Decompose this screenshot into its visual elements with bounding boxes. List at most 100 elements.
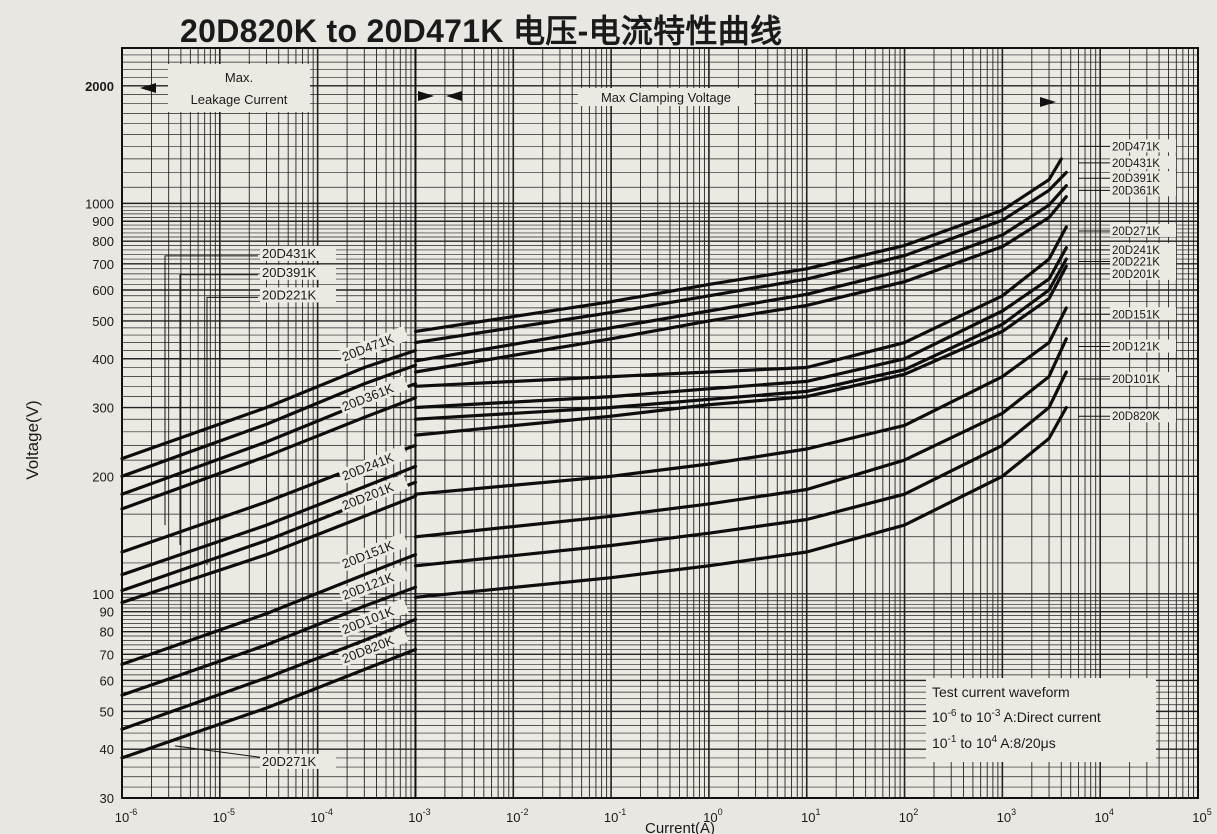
series-line-leakage-20D471K: [120, 348, 418, 461]
x-tick-label: 105: [1192, 807, 1211, 825]
y-tick-label: 200: [92, 469, 114, 484]
series-line-clamping-20D201K: [413, 264, 1068, 437]
y-tick-label: 70: [100, 647, 114, 662]
y-tick-label: 400: [92, 352, 114, 367]
right-label-20D121K: 20D121K: [1112, 341, 1160, 353]
legend-box-bg: [926, 678, 1156, 762]
series-label-bg: [338, 325, 409, 365]
y-tick-label: 100: [92, 587, 114, 602]
series-label-bg: [338, 375, 409, 415]
series-line-leakage-20D201K: [120, 494, 418, 605]
leakage-arrow-left: [140, 83, 156, 93]
right-label-20D101K: 20D101K: [1112, 374, 1160, 386]
legend-title: Test current waveform: [932, 684, 1070, 700]
callout-leader: [174, 745, 266, 759]
y-tick-label: 600: [92, 283, 114, 298]
right-label-20D221K: 20D221K: [1112, 256, 1160, 268]
right-label-20D820K: 20D820K: [1112, 411, 1160, 423]
y-tick-label: 700: [92, 257, 114, 272]
clamping-banner-bg: [578, 88, 754, 106]
legend-line-surge: 10-1 to 104 A:8/20μs: [932, 734, 1056, 751]
right-label-20D431K: 20D431K: [1112, 158, 1160, 170]
right-label-20D271K: 20D271K: [1112, 226, 1160, 238]
callout-leader: [206, 296, 258, 566]
series-line-clamping-20D121K: [413, 337, 1068, 539]
series-label-bg: [338, 474, 409, 514]
x-tick-label: 10-5: [213, 807, 235, 825]
leakage-arrow-right: [418, 91, 434, 101]
clamping-label: Max Clamping Voltage: [601, 90, 731, 105]
leakage-banner-bg: [168, 64, 310, 112]
right-label-bg: [1110, 183, 1176, 197]
series-line-leakage-20D121K: [120, 585, 418, 697]
right-label-bg: [1110, 371, 1176, 385]
right-label-20D361K: 20D361K: [1112, 185, 1160, 197]
annotations: 20D471K20D431K20D391K20D361K20D271K20D24…: [140, 64, 1176, 769]
callout-leader: [164, 255, 258, 526]
right-label-bg: [1110, 155, 1176, 169]
x-tick-label: 10-2: [506, 807, 528, 825]
x-tick-label: 104: [1094, 807, 1113, 825]
series-line-clamping-20D101K: [413, 370, 1068, 568]
series-line-leakage-20D151K: [120, 553, 418, 666]
right-label-20D151K: 20D151K: [1112, 309, 1160, 321]
x-tick-label: 10-1: [604, 807, 626, 825]
callout-20D391K: 20D391K: [262, 265, 317, 280]
right-label-20D471K: 20D471K: [1112, 141, 1160, 153]
right-label-bg: [1110, 266, 1176, 280]
y-tick-label: 90: [100, 605, 114, 620]
series-line-leakage-20D241K: [120, 464, 418, 577]
right-label-bg: [1110, 307, 1176, 321]
series-line-clamping-20D151K: [413, 306, 1068, 496]
y-tick-label: 60: [100, 673, 114, 688]
right-label-bg: [1110, 171, 1176, 185]
x-tick-label: 10-3: [408, 807, 430, 825]
right-label-20D241K: 20D241K: [1112, 245, 1160, 257]
series-line-clamping-20D221K: [413, 257, 1068, 421]
callout-leader: [179, 274, 258, 546]
legend-line-dc: 10-6 to 10-3 A:Direct current: [932, 708, 1101, 725]
plot-frame: [121, 47, 1199, 799]
callout-20D271K: 20D271K: [262, 754, 317, 769]
right-label-bg: [1110, 409, 1176, 423]
clamping-arrow-right: [1040, 97, 1056, 107]
callout-bg: [260, 287, 336, 303]
series-line-leakage-20D101K: [120, 617, 418, 731]
x-tick-label: 10-6: [115, 807, 137, 825]
axes: 10-6 10-5 10-4 10-3 10-2 10-1 100 101 102 103 104 1…: [23, 79, 1212, 834]
chart-title: 20D820K to 20D471K 电压-电流特性曲线: [180, 13, 783, 49]
leakage-label-line1: Max.: [225, 70, 253, 85]
series-label-bg: [338, 598, 409, 638]
y-tick-label: 300: [92, 401, 114, 416]
y-axis-label: Voltage(V): [23, 400, 42, 479]
y-tick-label: 80: [100, 625, 114, 640]
callout-bg: [260, 753, 336, 769]
y-tick-label: 800: [92, 234, 114, 249]
y-tick-label: 900: [92, 214, 114, 229]
right-label-20D391K: 20D391K: [1112, 173, 1160, 185]
x-tick-label: 100: [703, 807, 722, 825]
series-line-leakage-20D820K: [120, 647, 418, 760]
x-tick-label: 103: [997, 807, 1016, 825]
series-label-bg: [338, 532, 409, 573]
x-tick-label: 101: [801, 807, 820, 825]
right-label-bg: [1110, 242, 1176, 256]
y-tick-label: 30: [100, 791, 114, 806]
right-label-bg: [1110, 223, 1176, 237]
series-label-bg: [338, 627, 409, 668]
series-line-clamping-20D241K: [413, 246, 1068, 410]
y-tick-label: 50: [100, 704, 114, 719]
plot-background: [122, 48, 1198, 798]
series-label-bg: [338, 444, 409, 485]
leakage-label-line2: Leakage Current: [191, 92, 288, 107]
y-tick-label: 1000: [85, 196, 114, 211]
series-line-clamping-20D391K: [413, 184, 1068, 363]
y-tick-label: 40: [100, 742, 114, 757]
clamping-arrow-left: [446, 91, 462, 101]
callout-bg: [260, 245, 336, 261]
series-label-bg: [338, 564, 409, 604]
right-label-20D201K: 20D201K: [1112, 269, 1160, 281]
x-tick-label: 102: [899, 807, 918, 825]
